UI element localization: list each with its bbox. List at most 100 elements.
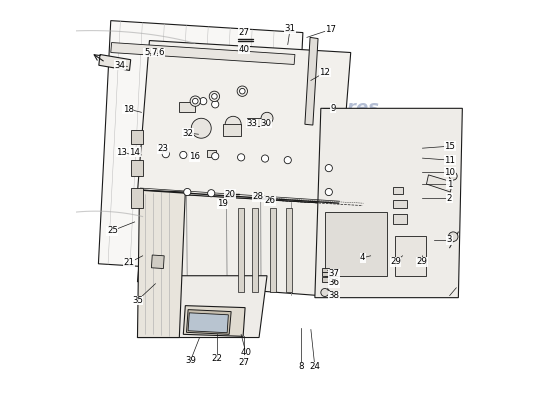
Circle shape xyxy=(321,288,329,296)
Text: 12: 12 xyxy=(320,68,331,77)
Bar xyxy=(325,212,387,276)
Polygon shape xyxy=(252,208,258,292)
Text: 17: 17 xyxy=(325,25,336,34)
Text: 4: 4 xyxy=(360,253,365,262)
Text: 30: 30 xyxy=(260,119,271,128)
Bar xyxy=(179,102,195,112)
Text: eurospares: eurospares xyxy=(106,207,221,225)
Polygon shape xyxy=(183,306,245,336)
Text: 40: 40 xyxy=(240,348,251,357)
Text: 2: 2 xyxy=(447,194,452,202)
Circle shape xyxy=(212,94,217,99)
Polygon shape xyxy=(270,208,276,292)
Text: 23: 23 xyxy=(157,144,168,154)
Circle shape xyxy=(184,188,191,196)
Circle shape xyxy=(208,190,215,197)
Text: 16: 16 xyxy=(189,152,200,162)
Text: 13: 13 xyxy=(116,148,127,157)
Bar xyxy=(394,236,426,276)
Polygon shape xyxy=(138,192,339,296)
Text: 28: 28 xyxy=(253,192,264,201)
Bar xyxy=(322,272,329,276)
Text: 10: 10 xyxy=(444,168,455,176)
Text: 21: 21 xyxy=(123,258,134,268)
Circle shape xyxy=(238,154,245,161)
Circle shape xyxy=(212,101,219,108)
Circle shape xyxy=(190,96,200,106)
Polygon shape xyxy=(111,42,295,64)
Polygon shape xyxy=(426,175,453,192)
Bar xyxy=(131,130,142,144)
Circle shape xyxy=(209,91,219,102)
Text: 34: 34 xyxy=(115,61,126,70)
Circle shape xyxy=(180,151,187,158)
Circle shape xyxy=(284,156,292,164)
Polygon shape xyxy=(188,313,228,333)
Text: 33: 33 xyxy=(246,119,257,128)
Bar xyxy=(207,150,216,157)
Circle shape xyxy=(261,112,273,124)
Circle shape xyxy=(191,118,211,138)
Circle shape xyxy=(449,172,457,180)
Polygon shape xyxy=(138,190,185,338)
Circle shape xyxy=(200,98,207,105)
Text: 15: 15 xyxy=(444,142,455,151)
Circle shape xyxy=(325,188,332,196)
Text: 3: 3 xyxy=(447,235,452,244)
Text: 7: 7 xyxy=(151,48,157,57)
Polygon shape xyxy=(151,255,164,268)
Text: 36: 36 xyxy=(328,278,339,288)
Bar xyxy=(393,214,406,224)
Text: 32: 32 xyxy=(183,128,194,138)
Circle shape xyxy=(448,232,458,242)
Text: 18: 18 xyxy=(123,105,134,114)
Polygon shape xyxy=(138,40,351,204)
Circle shape xyxy=(212,152,219,160)
Polygon shape xyxy=(238,208,244,292)
Text: 35: 35 xyxy=(132,296,143,305)
Circle shape xyxy=(237,86,248,96)
Text: 26: 26 xyxy=(265,196,276,205)
Text: eurospares: eurospares xyxy=(106,99,221,117)
Text: 39: 39 xyxy=(185,356,196,365)
Bar xyxy=(131,188,142,208)
Polygon shape xyxy=(99,54,131,70)
Text: 11: 11 xyxy=(444,156,455,165)
Text: 20: 20 xyxy=(225,190,236,198)
Circle shape xyxy=(162,150,169,158)
Text: 1: 1 xyxy=(447,180,452,188)
Polygon shape xyxy=(305,37,318,125)
Text: 8: 8 xyxy=(298,362,304,371)
Bar xyxy=(223,124,241,136)
Text: 14: 14 xyxy=(129,148,140,157)
Text: 19: 19 xyxy=(217,200,228,208)
Bar xyxy=(393,187,403,194)
Text: 29: 29 xyxy=(390,257,401,266)
Text: 25: 25 xyxy=(107,226,118,235)
Bar xyxy=(322,277,329,282)
Text: 27: 27 xyxy=(238,358,249,367)
Text: 40: 40 xyxy=(238,44,249,54)
Polygon shape xyxy=(186,310,231,334)
Text: 6: 6 xyxy=(158,48,164,57)
Text: 38: 38 xyxy=(328,291,339,300)
Text: eurospares: eurospares xyxy=(266,99,380,117)
Polygon shape xyxy=(138,276,267,338)
Text: 5: 5 xyxy=(144,48,150,57)
Text: 9: 9 xyxy=(330,104,336,113)
Bar xyxy=(131,160,142,176)
Text: 29: 29 xyxy=(416,257,427,266)
Circle shape xyxy=(325,164,332,172)
Polygon shape xyxy=(315,108,463,298)
Circle shape xyxy=(225,116,241,132)
Circle shape xyxy=(239,88,245,94)
Bar xyxy=(393,200,406,208)
Polygon shape xyxy=(286,208,292,292)
Text: 22: 22 xyxy=(212,354,223,363)
Text: 27: 27 xyxy=(238,28,249,37)
Circle shape xyxy=(192,98,198,104)
Text: 37: 37 xyxy=(328,269,339,278)
Text: 24: 24 xyxy=(309,362,320,371)
Polygon shape xyxy=(98,21,303,276)
Bar xyxy=(247,118,261,126)
